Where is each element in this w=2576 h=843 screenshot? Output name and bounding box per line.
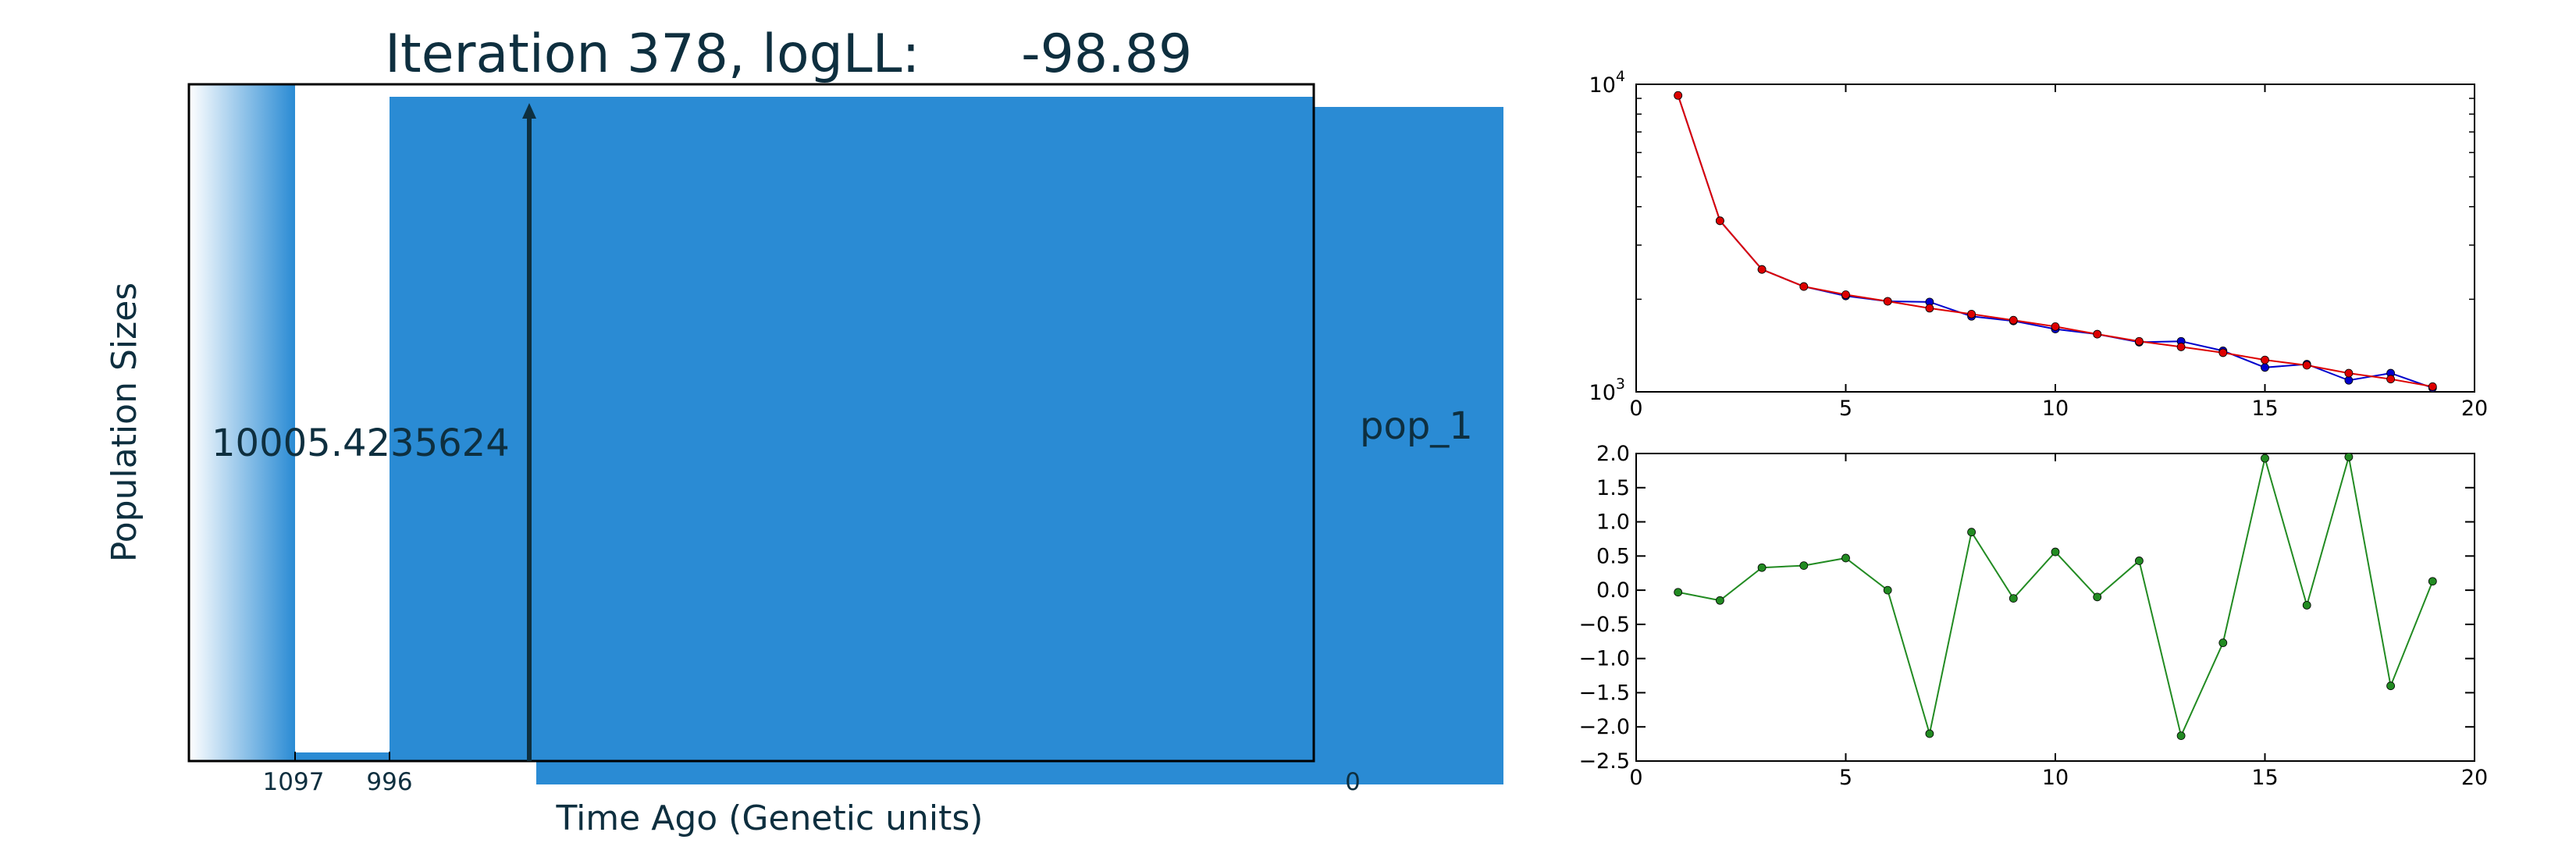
residual-y-tick-label: −1.0 — [1578, 647, 1630, 671]
log-data-point — [1883, 297, 1892, 306]
log-x-tick-label: 10 — [2042, 397, 2069, 421]
residual-data-point — [2386, 681, 2396, 691]
residual-data-point — [2344, 452, 2354, 461]
log-data-point — [2386, 375, 2396, 384]
residual-data-point — [2176, 731, 2186, 741]
log-plot-series — [1674, 91, 2437, 393]
residual-data-point — [1967, 528, 1976, 537]
log-data-point — [2008, 315, 2018, 325]
residual-data-point — [2093, 592, 2102, 602]
log-series-line-0 — [1677, 94, 2433, 389]
log-plot-frame — [1635, 84, 2475, 393]
residual-y-tick-label: −0.5 — [1578, 613, 1630, 637]
log-data-point — [2176, 343, 2186, 351]
residual-data-point — [2302, 600, 2311, 610]
ancient-population-gradient — [189, 84, 295, 761]
x-tick-label-1097: 1097 — [263, 768, 325, 796]
x-tick-label-0: 0 — [1345, 768, 1361, 796]
log-x-tick-label: 5 — [1839, 397, 1852, 421]
residual-data-point — [2008, 594, 2018, 603]
residual-y-tick-label: 1.5 — [1596, 476, 1630, 500]
present-population-block — [536, 107, 1503, 784]
log-data-point — [1674, 91, 1683, 100]
residual-data-point — [1925, 729, 1934, 738]
residual-plot-series — [1674, 452, 2437, 741]
residual-x-tick-label: 20 — [2461, 766, 2488, 790]
residual-data-point — [1883, 585, 1892, 595]
log-data-point — [1925, 304, 1934, 313]
log-data-point — [2428, 382, 2437, 391]
residual-data-point — [1757, 563, 1767, 572]
residual-y-tick-label: −2.0 — [1578, 715, 1630, 739]
log-data-point — [2344, 368, 2354, 378]
residual-data-point — [2261, 454, 2269, 463]
residual-x-tick-label: 10 — [2042, 766, 2069, 790]
residual-x-tick-label: 0 — [1629, 766, 1642, 790]
residual-data-point — [1799, 561, 1809, 570]
log-data-point — [2051, 322, 2060, 331]
y-axis-label: Population Sizes — [105, 283, 144, 562]
log-data-point — [1757, 265, 1767, 274]
log-data-point — [1967, 309, 1976, 318]
log-x-tick-label: 15 — [2251, 397, 2278, 421]
residual-y-tick-label: 1.0 — [1596, 510, 1630, 535]
residual-data-point — [2428, 577, 2437, 586]
bottleneck-population-bar — [295, 752, 390, 761]
main-plot-frame — [187, 83, 1315, 763]
x-tick-label-996: 996 — [366, 768, 412, 796]
x-axis-label: Time Ago (Genetic units) — [556, 799, 984, 838]
log-plot-axes: 0 5 10 15 20 103 104 — [1589, 68, 2489, 421]
main-chart-title: Iteration 378, logLL: -98.89 — [385, 23, 1192, 85]
population-name-label: pop_1 — [1360, 404, 1473, 448]
log-population-plot: 0 5 10 15 20 103 104 — [1589, 68, 2489, 421]
log-data-point — [2093, 329, 2102, 339]
log-data-point — [2344, 375, 2354, 385]
log-y-tick-label: 103 — [1589, 375, 1625, 405]
log-data-point — [1841, 290, 1850, 299]
residual-x-tick-label: 15 — [2251, 766, 2278, 790]
migration-arrowhead — [522, 103, 536, 119]
residual-data-point — [2051, 547, 2060, 557]
residual-plot: 0 5 10 15 20 2.0 1.5 1.0 0.5 0.0 −0.5 −1.0 −1.5 −2.0 −… — [1578, 442, 2488, 790]
log-series-line-1 — [1677, 94, 2433, 388]
log-data-point — [2218, 348, 2228, 357]
residual-plot-axes: 0 5 10 15 20 2.0 1.5 1.0 0.5 0.0 −0.5 −1.0 −1.5 −2.0 −… — [1578, 442, 2488, 790]
log-data-point — [2134, 336, 2144, 346]
residual-x-tick-label: 5 — [1839, 766, 1852, 790]
residual-y-tick-label: −2.5 — [1578, 749, 1630, 774]
residual-y-tick-label: 2.0 — [1596, 442, 1630, 466]
residual-plot-frame — [1635, 453, 2475, 762]
log-x-tick-label: 0 — [1629, 397, 1642, 421]
residual-data-point — [1841, 553, 1850, 563]
residual-data-point — [2218, 638, 2228, 647]
log-data-point — [2261, 355, 2269, 365]
residual-y-tick-label: 0.0 — [1596, 578, 1630, 603]
log-data-point — [2302, 361, 2311, 370]
residual-y-tick-label: 0.5 — [1596, 544, 1630, 568]
log-data-point — [2261, 363, 2269, 372]
log-x-tick-label: 20 — [2461, 397, 2488, 421]
residual-data-point — [2134, 557, 2144, 565]
log-data-point — [1799, 282, 1809, 291]
population-size-annotation: 10005.4235624 — [212, 422, 510, 465]
main-chart: Iteration 378, logLL: -98.89 10005.42356… — [105, 23, 1503, 838]
log-data-point — [1715, 216, 1724, 226]
residual-data-point — [1715, 596, 1724, 605]
log-y-tick-label: 104 — [1589, 68, 1625, 98]
residual-y-tick-label: −1.5 — [1578, 681, 1630, 705]
residual-data-point — [1674, 588, 1683, 597]
residual-series-line-0 — [1678, 457, 2434, 738]
